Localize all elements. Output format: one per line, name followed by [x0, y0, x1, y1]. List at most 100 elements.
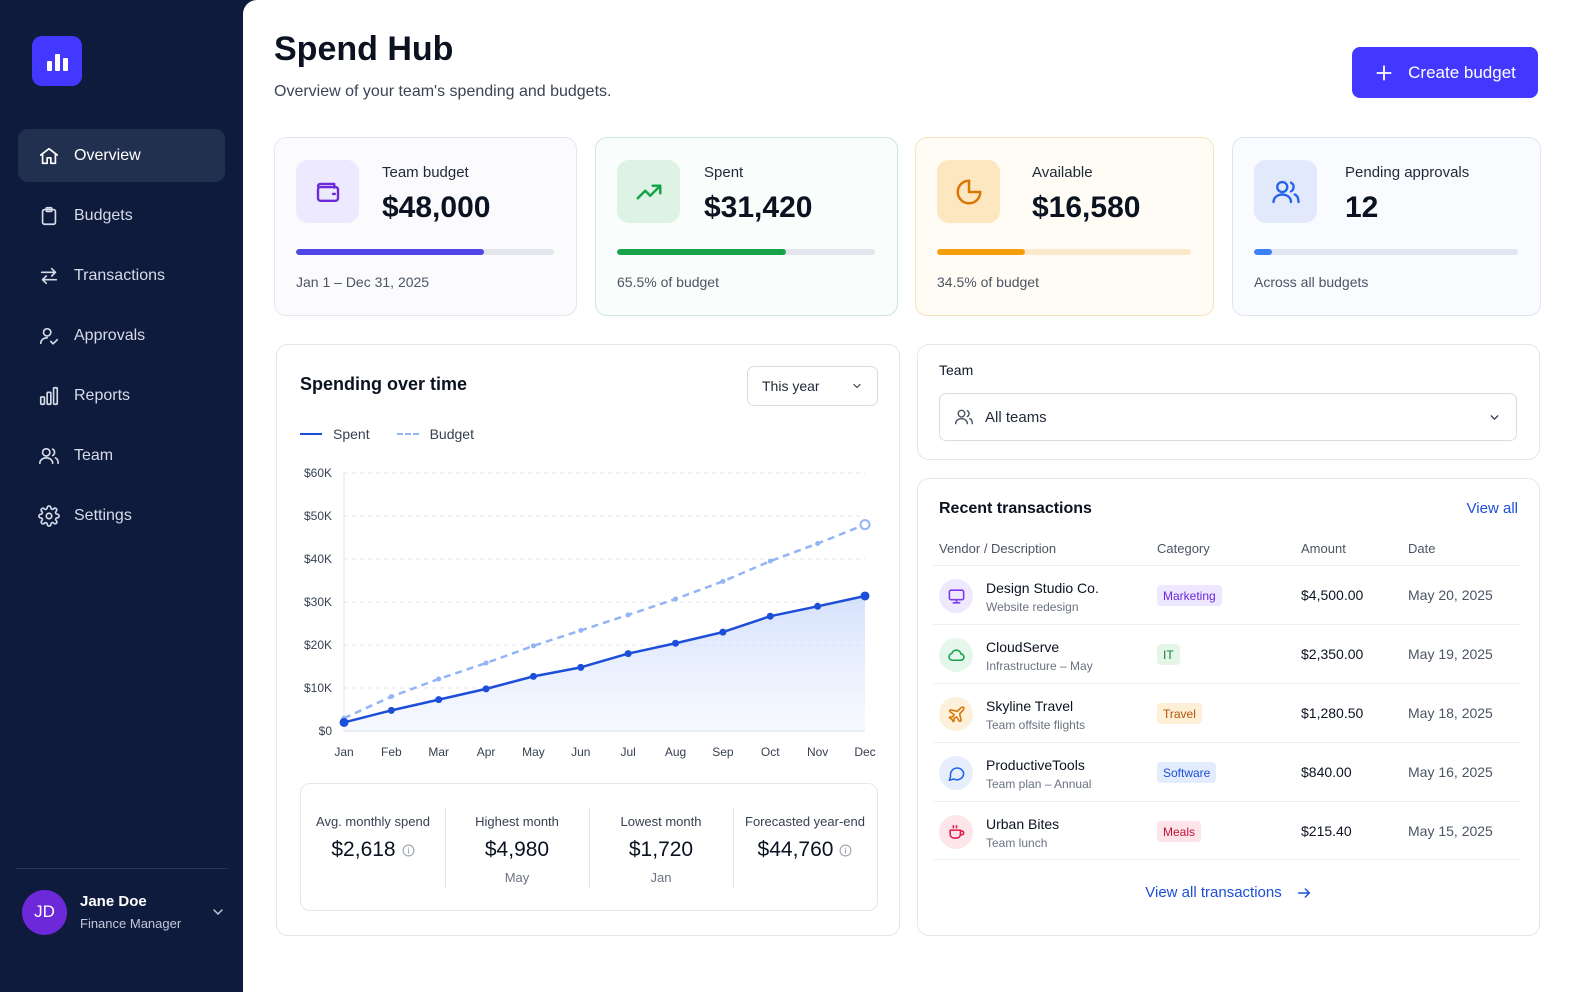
vendor-name: Skyline Travel [986, 698, 1074, 714]
stat-value: 12 [1345, 191, 1379, 224]
app-logo[interactable] [32, 36, 82, 86]
chat-bubble-icon [948, 766, 964, 781]
user-check-icon [39, 327, 59, 345]
sidebar-item-team[interactable]: Team [18, 429, 225, 482]
vendor-description: Infrastructure – May [986, 659, 1093, 673]
legend-label: Spent [333, 426, 370, 442]
view-all-link[interactable]: View all [1466, 500, 1518, 517]
table-row[interactable]: Urban Bites Team lunch Meals $215.40 May… [933, 801, 1521, 860]
x-tick-label: Aug [665, 745, 686, 759]
chevron-down-icon[interactable] [210, 904, 226, 920]
category-badge: Software [1157, 762, 1217, 783]
y-tick-label: $60K [304, 466, 332, 480]
stat-progress-bar [296, 249, 554, 255]
x-tick-label: Mar [428, 745, 449, 759]
budget-point [767, 558, 773, 564]
category-badge: IT [1157, 644, 1180, 665]
user-role: Finance Manager [80, 916, 182, 931]
x-tick-label: Oct [761, 745, 780, 759]
recent-transactions-card: Recent transactions View all Vendor / De… [917, 478, 1540, 936]
budget-point [483, 660, 489, 666]
summary-value-row: $2,618 [301, 838, 445, 862]
stat-value: $48,000 [382, 191, 491, 224]
plane-icon [948, 705, 965, 722]
create-budget-label: Create budget [1408, 62, 1516, 82]
transaction-date: May 18, 2025 [1408, 705, 1493, 721]
page-title: Spend Hub [274, 30, 454, 68]
x-tick-label: May [522, 745, 545, 759]
column-header-amount[interactable]: Amount [1301, 541, 1346, 556]
stat-value: $16,580 [1032, 191, 1141, 224]
sidebar-item-overview[interactable]: Overview [18, 129, 225, 182]
summary-avg-monthly: Avg. monthly spend $2,618 [301, 784, 445, 910]
legend-item-budget: Budget [396, 426, 474, 442]
x-tick-label: Jun [571, 745, 590, 759]
column-header-date[interactable]: Date [1408, 541, 1436, 556]
spent-point [387, 706, 395, 714]
legend-swatch-dashed [396, 433, 419, 435]
legend-label: Budget [429, 426, 474, 442]
transaction-date: May 15, 2025 [1408, 823, 1493, 839]
bar-chart-icon [46, 61, 52, 71]
stat-card-spent: Spent $31,420 65.5% of budget [595, 137, 898, 316]
wallet-icon [316, 182, 339, 202]
vendor-icon-wrap [939, 815, 973, 849]
view-all-transactions-link[interactable]: View all transactions [918, 884, 1539, 901]
x-tick-label: Dec [854, 745, 875, 759]
sidebar-item-label: Approvals [74, 326, 146, 344]
spent-point [814, 602, 822, 610]
stat-progress-bar [617, 249, 875, 255]
sidebar-item-approvals[interactable]: Approvals [18, 309, 225, 362]
transactions-title: Recent transactions [939, 500, 1092, 517]
spent-series-line [343, 594, 866, 724]
table-row[interactable]: CloudServe Infrastructure – May IT $2,35… [933, 624, 1521, 683]
vendor-icon-wrap [939, 756, 973, 790]
team-select[interactable]: All teams [939, 393, 1517, 441]
sidebar-item-transactions[interactable]: Transactions [18, 249, 225, 302]
column-header-vendor[interactable]: Vendor / Description [939, 541, 1057, 556]
spent-point [482, 685, 490, 693]
column-header-category[interactable]: Category [1157, 541, 1210, 556]
sidebar-item-label: Transactions [74, 266, 165, 284]
spent-point [672, 639, 680, 647]
sidebar-item-reports[interactable]: Reports [18, 369, 225, 422]
vendor-description: Team lunch [986, 836, 1048, 850]
stat-card-team-budget: Team budget $48,000 Jan 1 – Dec 31, 2025 [274, 137, 577, 316]
period-select[interactable]: This year [747, 366, 878, 406]
vendor-name: Urban Bites [986, 816, 1060, 832]
x-tick-label: Apr [477, 745, 496, 759]
line-chart: $0 $10K $20K $30K $40K $50K $60K Jan Feb Mar Apr Ma… [304, 466, 876, 759]
summary-value: $44,760 [757, 838, 834, 861]
transaction-amount: $4,500.00 [1301, 587, 1364, 603]
summary-highest-month: Highest month $4,980 May [445, 784, 589, 910]
stat-progress-fill [1254, 249, 1273, 255]
sidebar-item-budgets[interactable]: Budgets [18, 189, 225, 242]
table-row[interactable]: ProductiveTools Team plan – Annual Softw… [933, 742, 1521, 801]
transaction-date: May 20, 2025 [1408, 587, 1493, 603]
create-budget-button[interactable]: Create budget [1352, 47, 1538, 98]
avatar: JD [22, 889, 67, 935]
users-icon [1271, 180, 1300, 203]
chart-summary: Avg. monthly spend $2,618 Highest month … [300, 783, 878, 911]
table-row[interactable]: Skyline Travel Team offsite flights Trav… [933, 683, 1521, 742]
users-icon [39, 447, 59, 464]
spent-point [339, 717, 349, 727]
gear-icon [38, 504, 60, 527]
summary-value: $2,618 [331, 838, 396, 861]
legend-swatch-solid [300, 433, 322, 435]
stat-label: Available [1032, 164, 1093, 181]
table-row[interactable]: Design Studio Co. Website redesign Marke… [933, 565, 1521, 624]
user-profile-menu[interactable]: JD Jane Doe Finance Manager [22, 889, 226, 935]
stat-value: $31,420 [704, 191, 813, 224]
stat-progress-bar [937, 249, 1191, 255]
budget-point [578, 627, 584, 633]
vendor-name: CloudServe [986, 639, 1060, 655]
sidebar-item-settings[interactable]: Settings [18, 489, 225, 542]
period-select-value: This year [762, 378, 820, 394]
info-icon[interactable] [402, 844, 415, 857]
transaction-amount: $2,350.00 [1301, 646, 1364, 662]
monitor-icon [948, 588, 964, 604]
sidebar: Overview Budgets Transactions Approvals … [0, 0, 243, 992]
info-icon[interactable] [839, 844, 852, 857]
